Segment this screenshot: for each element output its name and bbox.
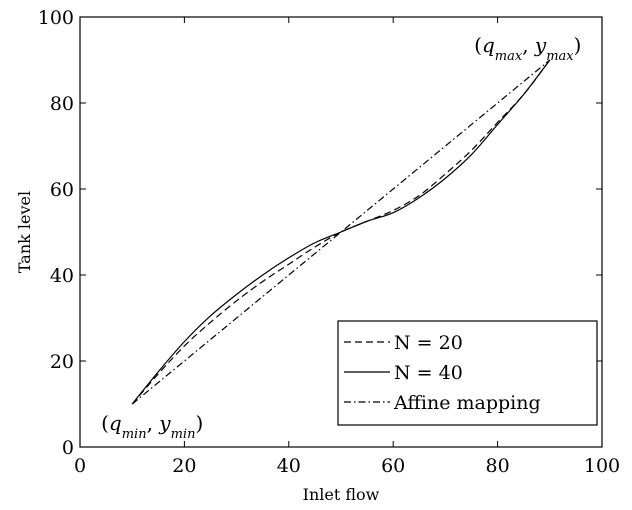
series: [131, 59, 551, 405]
x-tick-label: 40: [277, 455, 301, 477]
legend-label-0: N = 20: [394, 332, 463, 354]
y-tick-label: 60: [50, 179, 74, 201]
y-tick-label: 0: [62, 437, 74, 459]
x-tick-label: 80: [486, 455, 510, 477]
series-line-2: [131, 59, 551, 405]
legend-label-1: N = 40: [394, 362, 463, 384]
plot-frame: [79, 16, 603, 448]
axes: [79, 16, 603, 448]
x-tick-label: 20: [172, 455, 196, 477]
legend-box: [337, 320, 598, 426]
y-tick-label: 80: [50, 93, 74, 115]
y-axis-label: Tank level: [15, 191, 34, 273]
x-tick-label: 100: [584, 455, 620, 477]
y-tick-label: 100: [38, 7, 74, 29]
x-tick-label: 60: [381, 455, 405, 477]
ticks: 0 20 40 60 80 100 0 20 40 60 80 100: [38, 7, 620, 477]
point-annotation-0: (qmin, ymin): [101, 411, 203, 442]
annotations: (qmin, ymin) (qmax, ymax): [101, 33, 581, 442]
point-annotation-1: (qmax, ymax): [474, 33, 581, 64]
y-tick-label: 20: [50, 351, 74, 373]
series-line-1: [131, 59, 551, 405]
x-tick-label: 0: [74, 455, 86, 477]
y-tick-label: 40: [50, 265, 74, 287]
x-axis-label: Inlet flow: [303, 485, 380, 504]
legend-label-2: Affine mapping: [393, 392, 541, 414]
series-line-0: [131, 59, 551, 405]
legend: N = 20 N = 40 Affine mapping: [337, 320, 598, 426]
